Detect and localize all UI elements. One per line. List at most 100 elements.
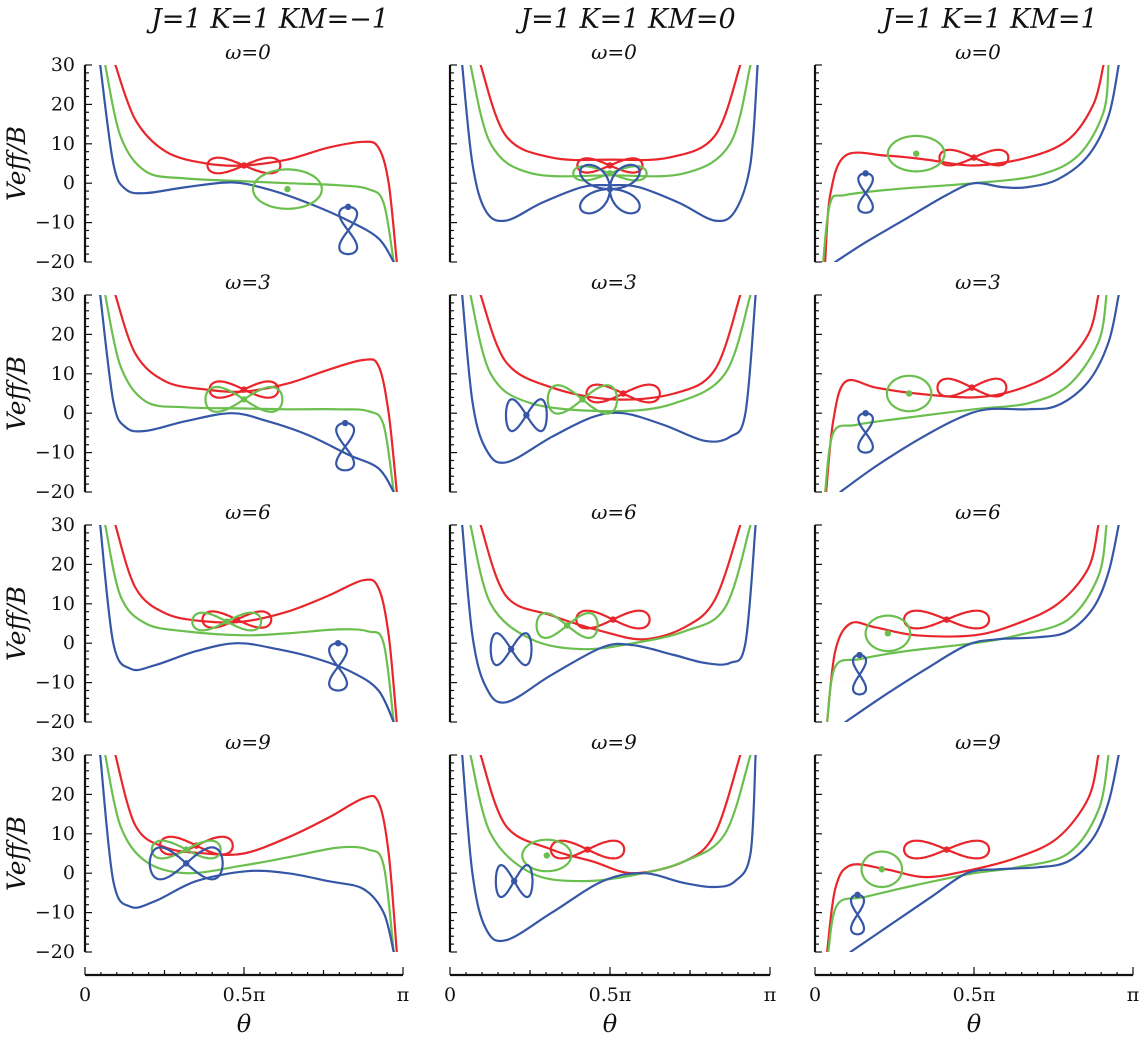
green-orbit-point — [563, 622, 571, 629]
red-orbit-point — [943, 616, 950, 623]
blue-orbit-path — [335, 422, 356, 472]
omega-label: ω=6 — [225, 500, 271, 524]
y-axis-label: Veff/B — [2, 356, 31, 431]
green-orbit-point — [878, 866, 886, 873]
green-potential-curve — [469, 755, 752, 883]
green-orbit-path — [251, 168, 323, 210]
green-orbit-point — [240, 396, 248, 403]
panel-r1-c1: 30 20 10 0 −10 −20 Veff/B ω=0 — [2, 40, 398, 273]
green-orbit-point — [223, 618, 230, 625]
panel-r4-c1: 30 20 10 0 −10 −20 Veff/B ω=9 — [2, 730, 398, 963]
red-potential-curve — [824, 65, 1105, 262]
panel-r2-c1: 30 20 10 0 −10 −20 Veff/B ω=3 — [2, 270, 398, 503]
omega-label: ω=3 — [955, 270, 1001, 294]
x-tick-label: 0 — [809, 984, 821, 1006]
column-title-km-0: J=1 K=1 KM=0 — [515, 4, 735, 35]
green-trajectory-bilobe — [204, 385, 284, 413]
panel-r2-c3: ω=3 — [813, 270, 1120, 493]
red-orbit-point — [584, 846, 591, 853]
red-potential-curve — [479, 755, 742, 875]
omega-label: ω=3 — [591, 270, 637, 294]
green-orbit-path — [864, 614, 912, 653]
blue-orbit-path — [852, 653, 868, 696]
omega-label: ω=6 — [955, 500, 1001, 524]
y-tick-label: −20 — [35, 251, 75, 273]
green-orbit-point — [606, 170, 614, 177]
red-trajectory-bilobe — [206, 156, 282, 175]
blue-orbit-point — [856, 651, 863, 659]
panel-r4-c2: ω=9 — [448, 730, 757, 953]
y-tick-label: −20 — [35, 941, 75, 963]
green-trajectory-ellipse — [864, 614, 912, 653]
blue-orbit-point — [523, 411, 530, 419]
red-trajectory-bilobe — [576, 157, 644, 174]
blue-orbit-point — [334, 640, 342, 647]
column-title-km-minus-1: J=1 K=1 KM=−1 — [146, 4, 389, 35]
green-orbit-path — [886, 134, 946, 173]
y-tick-label: 10 — [51, 823, 75, 845]
green-trajectory-bilobe — [535, 612, 599, 639]
green-orbit-point — [913, 150, 920, 157]
x-tick-label: π — [397, 984, 410, 1006]
green-orbit-point — [543, 852, 550, 859]
panel-r1-c2: ω=0 — [448, 40, 759, 263]
blue-potential-curve — [99, 65, 395, 262]
blue-trajectory-bilobe — [494, 864, 534, 899]
blue-orbit-point — [183, 860, 190, 867]
panel-r4-c3: ω=9 — [813, 730, 1120, 953]
red-potential-curve — [114, 65, 398, 262]
red-potential-curve — [479, 65, 742, 162]
red-orbit-point — [943, 846, 950, 853]
red-potential-curve — [826, 525, 1100, 722]
blue-orbit-path — [338, 205, 359, 256]
x-axis-col-3: 0 0.5π π θ — [809, 967, 1139, 1038]
green-orbit-point — [905, 390, 913, 397]
blue-orbit-path — [857, 412, 874, 454]
panel-r3-c3: ω=6 — [813, 500, 1120, 723]
column-titles: J=1 K=1 KM=−1 J=1 K=1 KM=0 J=1 K=1 KM=1 — [146, 4, 1098, 35]
red-potential-curve — [826, 755, 1100, 952]
omega-label: ω=9 — [955, 730, 1001, 754]
y-tick-label: 20 — [51, 553, 75, 575]
y-tick-label: 0 — [63, 862, 75, 884]
green-trajectory-ellipse — [885, 374, 933, 413]
panel-r3-c1: 30 20 10 0 −10 −20 Veff/B ω=6 — [2, 500, 398, 733]
red-orbit-point — [240, 386, 248, 393]
red-orbit-point — [619, 390, 627, 397]
blue-orbit-point — [854, 891, 861, 899]
y-tick-label: 0 — [63, 632, 75, 654]
omega-label: ω=0 — [225, 40, 271, 64]
blue-potential-curve — [461, 295, 757, 464]
x-axis-label: θ — [967, 1010, 982, 1038]
omega-label: ω=9 — [591, 730, 637, 754]
green-potential-curve — [104, 525, 395, 722]
omega-label: ω=0 — [591, 40, 637, 64]
red-potential-curve — [114, 755, 398, 952]
green-trajectory-bilobe — [546, 384, 619, 415]
red-potential-curve — [479, 525, 742, 641]
x-tick-label: 0 — [79, 984, 91, 1006]
green-trajectory-bilobe — [572, 165, 648, 182]
blue-potential-curve — [839, 295, 1120, 492]
blue-potential-curve — [834, 65, 1120, 262]
y-tick-label: 20 — [51, 783, 75, 805]
x-axes-group: 0 0.5π π θ 0 0.5π π θ 0 0.5π π θ — [79, 967, 1139, 1038]
omega-label: ω=6 — [591, 500, 637, 524]
blue-trajectory-drop — [857, 170, 874, 214]
green-potential-curve — [827, 755, 1110, 952]
red-orbit-point — [970, 154, 978, 161]
x-axis-col-2: 0 0.5π π θ — [444, 967, 776, 1038]
y-tick-label: 30 — [51, 514, 75, 536]
green-trajectory-bilobe — [150, 839, 222, 860]
y-tick-label: 0 — [63, 402, 75, 424]
red-potential-curve — [114, 295, 398, 492]
y-tick-label: 0 — [63, 172, 75, 194]
green-potential-curve — [469, 295, 752, 413]
blue-potential-curve — [849, 755, 1120, 952]
blue-trajectory-drop — [857, 410, 874, 454]
red-potential-curve — [825, 295, 1100, 492]
green-potential-curve — [104, 65, 395, 262]
x-tick-label: π — [1127, 984, 1140, 1006]
blue-orbit-point — [507, 645, 515, 653]
